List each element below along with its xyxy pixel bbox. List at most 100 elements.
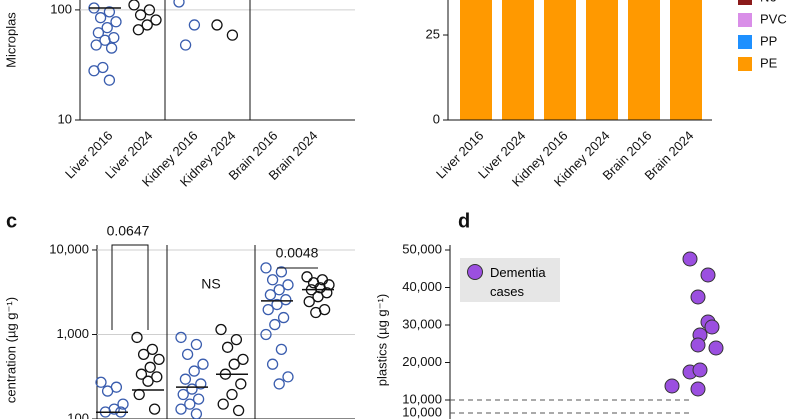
data-point	[307, 277, 320, 289]
data-point	[179, 373, 192, 385]
data-point	[146, 343, 159, 355]
data-point	[264, 289, 277, 301]
legend: Dementia cases	[460, 258, 560, 302]
data-point	[301, 271, 313, 283]
bar-segment	[628, 0, 660, 120]
y-tick-label: 100	[50, 1, 72, 16]
legend-label: N6	[760, 0, 777, 4]
data-point	[271, 298, 283, 311]
data-point	[177, 388, 189, 401]
y-tick-label: 10,000	[49, 241, 89, 256]
bar-segment	[670, 0, 702, 120]
data-point	[690, 337, 706, 353]
data-point	[230, 333, 243, 346]
data-point	[117, 398, 129, 410]
data-point	[175, 403, 187, 415]
data-point	[310, 306, 322, 319]
data-point	[690, 381, 706, 397]
data-point	[179, 39, 192, 51]
y-axis-label: plastics (µg g⁻¹)	[374, 294, 389, 386]
data-point	[690, 289, 706, 305]
data-point	[188, 19, 201, 31]
y-tick-label: 20,000	[402, 354, 442, 369]
data-point	[103, 6, 116, 18]
data-point	[215, 323, 227, 336]
panel-label: c	[6, 210, 17, 232]
legend-swatch	[738, 57, 752, 71]
data-point	[148, 403, 161, 415]
data-point	[144, 361, 156, 373]
legend-swatch	[738, 13, 752, 27]
data-point	[221, 341, 234, 353]
data-point	[682, 251, 698, 267]
y-tick-label: 1,000	[56, 326, 89, 341]
data-point	[186, 383, 198, 395]
y-tick-label: 50,000	[402, 241, 442, 256]
bar-segment	[544, 0, 576, 120]
data-point	[133, 388, 145, 401]
data-point	[153, 353, 165, 365]
data-point	[173, 0, 185, 8]
legend-label: PE	[760, 55, 778, 70]
data-point	[134, 9, 147, 21]
data-point	[700, 267, 716, 283]
data-point	[188, 365, 200, 377]
data-point	[277, 311, 290, 324]
y-tick-label: 0	[433, 111, 440, 126]
y-tick-label: 10,000	[402, 404, 442, 419]
data-point	[232, 404, 245, 417]
y-tick-label: 100	[67, 410, 89, 419]
data-point	[266, 274, 279, 286]
data-point	[105, 42, 118, 54]
legend-swatch	[738, 35, 752, 49]
annotation: NS	[201, 276, 220, 292]
bar-segment	[502, 0, 534, 120]
legend-text: Dementia cases	[490, 265, 546, 299]
data-point	[90, 39, 102, 51]
data-point	[128, 0, 140, 11]
y-axis-label: centration (µg g⁻¹)	[3, 297, 18, 403]
y-axis-label: Microplas	[3, 12, 18, 68]
data-point	[228, 358, 240, 370]
data-point	[273, 284, 285, 296]
data-point	[235, 378, 247, 390]
data-point	[99, 34, 111, 46]
data-point	[141, 19, 153, 31]
data-point	[184, 398, 196, 410]
data-point	[192, 393, 205, 405]
data-point	[95, 376, 107, 388]
data-point	[175, 331, 187, 344]
data-point	[282, 371, 294, 383]
data-point	[280, 294, 292, 306]
data-point	[150, 14, 162, 26]
data-point	[137, 348, 150, 361]
data-point	[142, 375, 154, 387]
data-point	[664, 378, 680, 394]
data-point	[226, 388, 238, 401]
legend-swatch	[738, 0, 752, 5]
data-point	[262, 303, 274, 316]
data-point	[275, 266, 288, 278]
legend-label: PVC	[760, 11, 787, 26]
y-tick-label: 40,000	[402, 279, 442, 294]
data-point	[197, 358, 209, 370]
data-point	[704, 319, 720, 335]
data-point	[101, 385, 114, 397]
data-point	[237, 353, 249, 365]
data-point	[103, 74, 116, 86]
y-tick-label: 10,000	[402, 391, 442, 406]
data-point	[211, 19, 223, 31]
data-point	[266, 358, 279, 370]
annotation: 0.0048	[276, 245, 319, 261]
data-point	[273, 378, 285, 390]
data-point	[92, 27, 105, 39]
data-point	[101, 21, 113, 34]
y-tick-label: 25	[426, 26, 440, 41]
data-point	[275, 343, 288, 355]
data-point	[303, 295, 315, 308]
panel-label: d	[458, 210, 470, 232]
data-point	[269, 318, 281, 331]
annotation: 0.0647	[107, 223, 150, 239]
